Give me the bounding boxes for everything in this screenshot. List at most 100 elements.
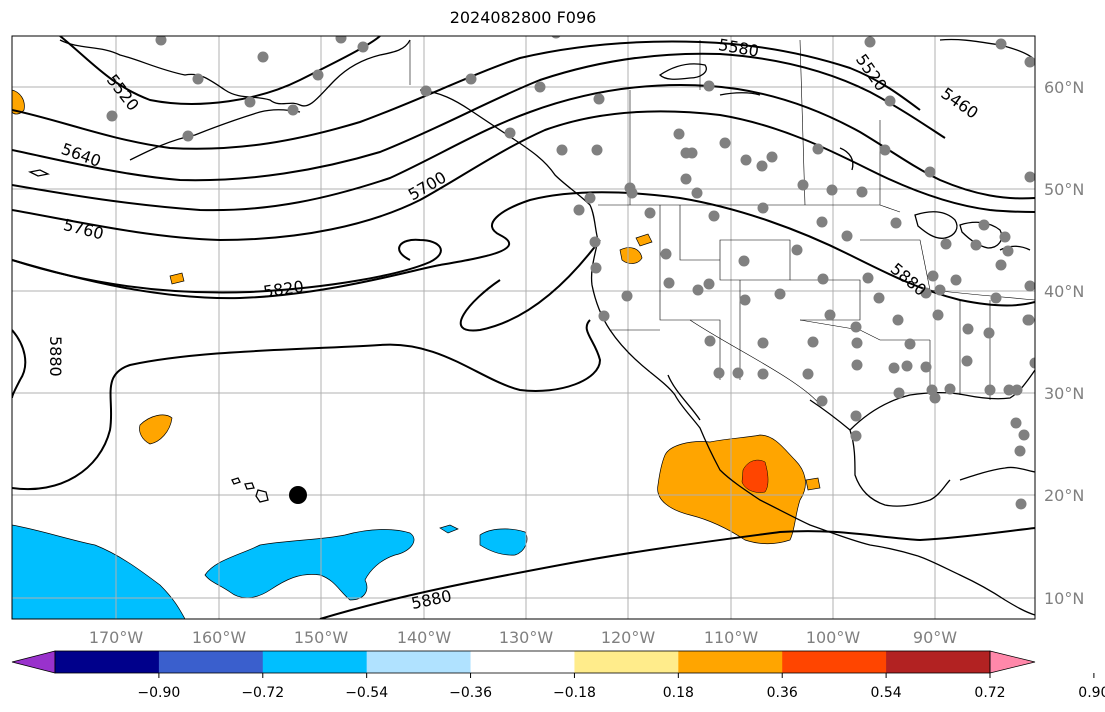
colorbar-tick-label: −0.90 [137,685,180,701]
lon-tick-label: 100°W [806,628,861,647]
station-dot [1022,314,1034,326]
station-dot [182,130,194,142]
station-dot [850,321,862,333]
station-dot [686,147,698,159]
station-dot [999,231,1011,243]
station-dot [420,85,432,97]
lat-tick-label: 10°N [1044,589,1084,608]
station-dot [774,288,786,300]
station-dot [892,314,904,326]
station-dot [1024,56,1035,68]
station-dot [704,335,716,347]
station-dot [873,292,885,304]
hawaii-marker [289,486,307,504]
station-dot [534,81,546,93]
colorbar-extend-low [11,650,56,674]
station-dot [1015,498,1027,510]
station-dot [932,309,944,321]
station-dot [929,392,941,404]
station-dot [812,143,824,155]
station-dot [591,144,603,156]
colorbar-frame [54,650,991,674]
colorbar-tick-label: −0.18 [553,685,596,701]
station-dot [944,383,956,395]
station-dot [1029,357,1035,369]
colorbar-tick-label: 0.36 [767,685,798,701]
station-dot [817,273,829,285]
contour-label: 5880 [46,336,65,377]
station-dot [864,36,876,48]
station-dot [841,230,853,242]
station-dot [732,367,744,379]
colorbar-segment [782,651,887,673]
station-dot [802,368,814,380]
longitude-labels: 170°W 160°W 150°W 140°W 130°W 120°W 110°W 100°W… [89,628,957,647]
station-dot [244,96,256,108]
station-dot [312,69,324,81]
station-dot [1010,417,1022,429]
station-dot [950,274,962,286]
station-dot [856,186,868,198]
colorbar-tick-label: −0.72 [241,685,284,701]
station-dot [807,336,819,348]
lon-tick-label: 90°W [913,628,957,647]
colorbar-segment [886,651,991,673]
station-dot [851,359,863,371]
colorbar-tick-label: 0.54 [871,685,902,701]
station-dot [584,192,596,204]
plot-area [12,36,1035,619]
station-dot [673,128,685,140]
station-dot [920,361,932,373]
station-dot [757,337,769,349]
station-dot [155,36,167,46]
station-dot [663,277,675,289]
station-dot [824,309,836,321]
latitude-labels: 60°N 50°N 40°N 30°N 20°N 10°N [1044,78,1084,608]
station-dot [1011,384,1023,396]
station-dot [961,355,973,367]
station-dot [984,384,996,396]
station-dot [1018,429,1030,441]
colorbar-tick-label: 0.18 [663,685,694,701]
negative-anomaly-areas [12,524,528,619]
colorbar: −0.90 −0.72 −0.54 −0.36 −0.18 0.18 0.36 0.54 0.7… [11,650,1105,701]
lon-tick-label: 110°W [704,628,759,647]
station-dot [888,362,900,374]
colorbar-segment [55,651,160,673]
station-dot [890,217,902,229]
colorbar-tick-label: 0.90 [1078,685,1105,701]
colorbar-segment [366,651,472,673]
station-dot [904,338,916,350]
station-dot [106,110,118,122]
station-dot [593,93,605,105]
station-dot [692,284,704,296]
station-dot [713,367,725,379]
lat-tick-label: 50°N [1044,180,1084,199]
station-dot [962,323,974,335]
station-dot [1003,384,1015,396]
station-dot [660,248,672,260]
station-dot [850,430,862,442]
station-dot [257,51,269,63]
station-dot [924,166,936,178]
station-dot [1014,445,1026,457]
lon-tick-label: 160°W [192,628,247,647]
station-dot [589,236,601,248]
station-dot [816,395,828,407]
station-dot [739,294,751,306]
lon-tick-label: 140°W [397,628,452,647]
station-dot [756,160,768,172]
lat-tick-label: 60°N [1044,78,1084,97]
lon-tick-label: 170°W [89,628,144,647]
station-dot [504,127,516,139]
station-dot [691,187,703,199]
station-dot [901,360,913,372]
positive-anomaly-areas [12,89,821,545]
station-dot [879,144,891,156]
station-dot [465,73,477,85]
station-dot [884,95,896,107]
station-dot [797,179,809,191]
lat-tick-label: 30°N [1044,384,1084,403]
station-dot [757,202,769,214]
station-dot [738,255,750,267]
